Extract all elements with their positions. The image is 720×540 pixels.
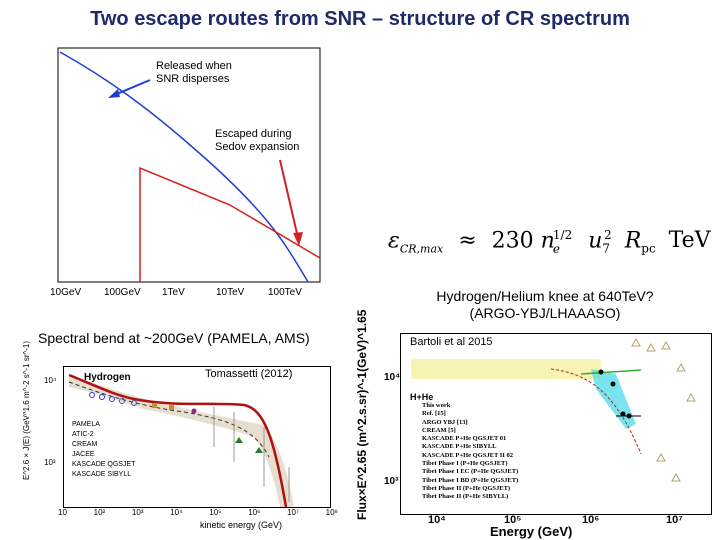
legend-kascade-qgsjet: KASCADE QGSJET (72, 461, 136, 468)
top-schematic-chart (57, 47, 321, 283)
bottom-left-x-axis-label: kinetic energy (GeV) (200, 520, 283, 530)
legend-this-work: This work (422, 402, 451, 409)
legend-atic: ATIC-2 (72, 431, 94, 438)
argo-yellow-band (411, 359, 601, 379)
atic-point (119, 398, 125, 404)
hydrogen-series-label: Hydrogen (84, 372, 131, 383)
legend-tibet-1: Tibet Phase I (P+He QGSJET) (422, 460, 508, 468)
tibet-point (676, 362, 686, 372)
dashed-curve (68, 381, 270, 458)
slide-title: Two escape routes from SNR – structure o… (90, 8, 630, 30)
this-work-point (610, 381, 616, 387)
bottom-left-heading: Spectral bend at ~200GeV (PAMELA, AMS) (38, 330, 310, 346)
bottom-left-legend: PAMELA ATIC-2 CREAM JACEE KASCADE QGSJET… (72, 420, 135, 480)
legend-kascade-qgsjet01: KASCADE P+He QGSJET 01 (422, 435, 507, 443)
legend-kascade-sibyll: KASCADE SIBYLL (72, 471, 132, 478)
escaped-arrow (279, 159, 299, 239)
legend-argo: ARGO YBJ [13] (422, 418, 468, 426)
bottom-right-heading: Hydrogen/Helium knee at 640TeV? (ARGO-YB… (436, 288, 654, 321)
cream-point (152, 403, 157, 408)
legend-kascade-sibyll: KASCADE P+He SIBYLL (422, 443, 497, 451)
released-curve (59, 51, 309, 283)
pamela-point (109, 396, 115, 402)
hydrogen-spectrum-svg (64, 367, 330, 508)
cream-point (169, 405, 174, 410)
tibet-point (661, 340, 671, 350)
kascade-point (235, 437, 243, 443)
pamela-point (89, 392, 95, 398)
pamela-point (99, 394, 105, 400)
bottom-left-y-tick-1e3: 10³ (44, 458, 56, 467)
bottom-right-x-tick-1e5: 10⁵ (504, 514, 522, 526)
tibet-point (686, 392, 696, 402)
bottom-right-y-tick-1e4: 10⁴ (384, 372, 401, 383)
tibet-points (631, 337, 696, 482)
bottom-right-legend-title: H+He (410, 392, 434, 402)
released-arrowhead (108, 89, 120, 98)
this-work-point (620, 411, 626, 417)
bottom-right-x-tick-1e4: 10⁴ (428, 514, 446, 526)
x-tick-10gev: 10GeV (50, 287, 82, 298)
bottom-right-x-tick-1e7: 10⁷ (666, 514, 683, 526)
tibet-point (671, 472, 681, 482)
legend-tibet-1-bd: Tibet Phase I BD (P+He QGSJET) (422, 476, 519, 484)
bottom-left-x-ticks: 10 10² 10³ 10⁴ 10⁵ 10⁶ 10⁷ 10⁸ (58, 508, 338, 517)
tibet-point (656, 452, 666, 462)
legend-pamela: PAMELA (72, 421, 100, 428)
top-chart-frame (57, 47, 321, 283)
data-points (89, 392, 290, 502)
this-work-point (598, 369, 604, 375)
tibet-point (631, 337, 641, 347)
bottom-right-x-axis-label: Energy (GeV) (490, 524, 573, 539)
bottom-right-y-axis-label: Flux×E^2.65 (m^2.s.sr)^-1(GeV)^1.65 (355, 309, 369, 520)
argo-spectrum-svg (411, 337, 696, 482)
escaped-curve (139, 166, 321, 282)
atic-point (131, 400, 137, 406)
jacee-point (191, 408, 197, 414)
argo-spectrum-plot (400, 333, 712, 515)
bottom-left-y-tick-1e4: 10⁴ (44, 376, 57, 385)
bottom-right-y-tick-1e3: 10³ (384, 476, 399, 487)
legend-jacee: JACEE (72, 451, 95, 458)
emax-formula: εCR,max ≈ 230 ne1/2 u72 Rpc TeV (388, 228, 711, 256)
escaped-label: Escaped during Sedov expansion (215, 128, 300, 153)
escaped-arrowhead (293, 232, 303, 246)
tibet-point (646, 342, 656, 352)
legend-tibet-2-sibyll: Tibet Phase II (P+He SIBYLL) (422, 493, 509, 501)
legend-kascade-qgsjet02: KASCADE P+He QGSJET II 02 (422, 451, 513, 459)
x-tick-1tev: 1TeV (162, 287, 185, 298)
fit-line (580, 369, 642, 375)
x-tick-100tev: 100TeV (268, 287, 302, 298)
legend-ref15: Ref. [15] (422, 410, 446, 418)
hydrogen-spectrum-plot (63, 366, 331, 508)
kascade-point (255, 447, 263, 453)
model-curve (68, 373, 288, 508)
bartoli-citation: Bartoli et al 2015 (410, 336, 493, 348)
bottom-right-legend: This work Ref. [15] ARGO YBJ [13] CREAM … (422, 402, 518, 502)
x-tick-100gev: 100GeV (104, 287, 141, 298)
bottom-right-x-tick-1e6: 10⁶ (582, 514, 600, 526)
legend-cream: CREAM (72, 441, 98, 448)
this-work-band (591, 369, 636, 429)
tomassetti-citation: Tomassetti (2012) (205, 368, 293, 380)
legend-tibet-1-ec: Tibet Phase I EC (P+He QGSJET) (422, 468, 519, 476)
model-dashed (550, 368, 642, 455)
released-label: Released when SNR disperses (156, 60, 232, 85)
legend-cream: CREAM [5] (422, 426, 456, 434)
this-work-points (598, 369, 641, 419)
x-tick-10tev: 10TeV (216, 287, 245, 298)
legend-tibet-2: Tibet Phase II (P+He QGSJET) (422, 484, 511, 492)
